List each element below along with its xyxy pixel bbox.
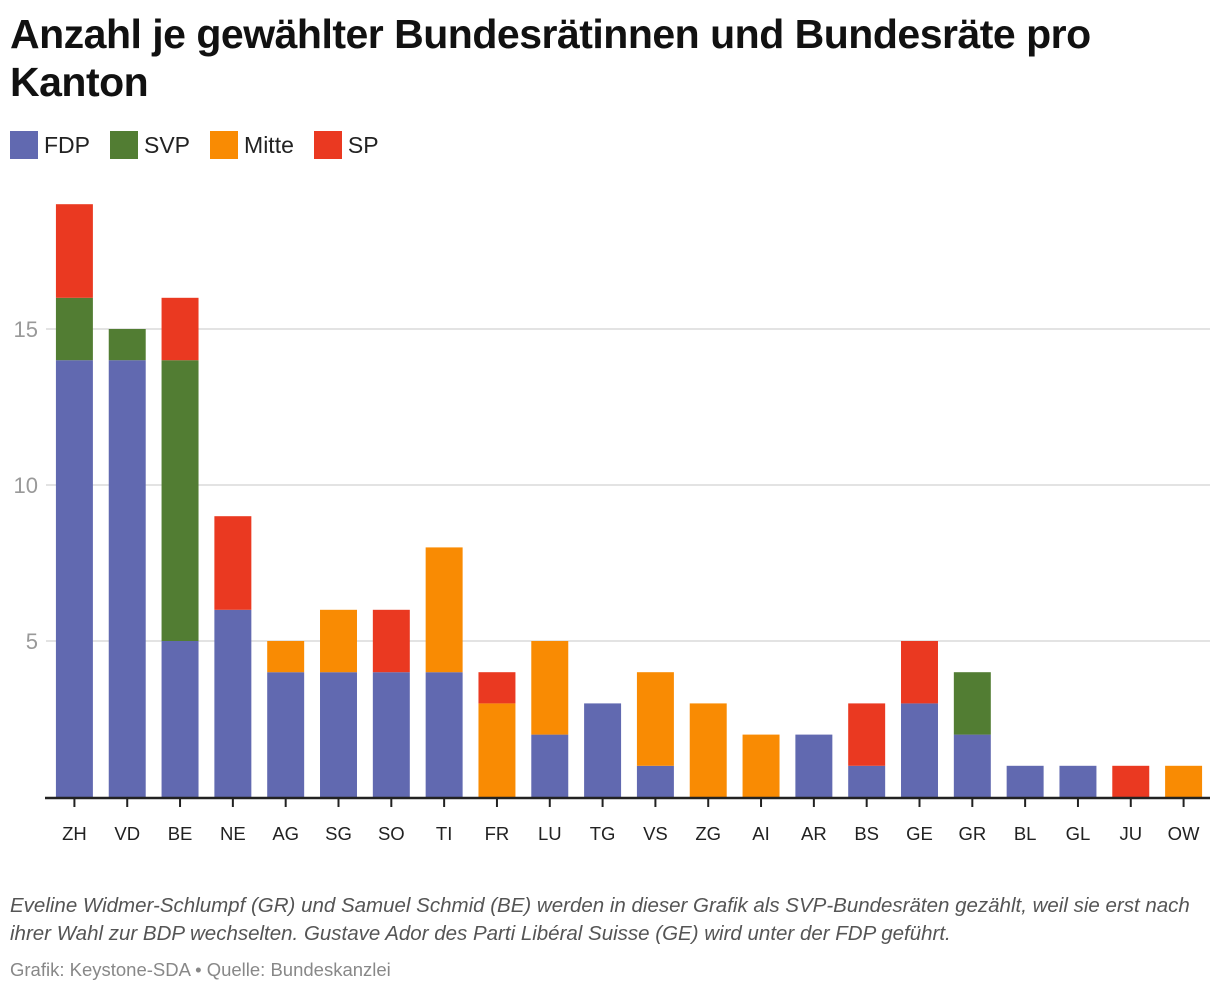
x-tick-label-ow: OW <box>1168 823 1200 844</box>
bar-be-svp <box>161 360 199 641</box>
bar-zh-svp <box>55 297 93 361</box>
bar-gr-fdp <box>953 734 991 797</box>
x-tick-label-lu: LU <box>538 823 562 844</box>
bar-vs-mitte <box>636 672 674 766</box>
x-tick-label-ar: AR <box>801 823 827 844</box>
x-tick-label-vs: VS <box>643 823 668 844</box>
x-tick-label-so: SO <box>378 823 405 844</box>
bar-be-fdp <box>161 641 199 797</box>
bar-zg-mitte <box>689 703 727 797</box>
bar-ag-fdp <box>267 672 305 797</box>
legend-swatch-fdp <box>10 131 38 159</box>
x-tick-label-ag: AG <box>272 823 299 844</box>
bar-tg-fdp <box>584 703 622 797</box>
bar-ti-mitte <box>425 547 463 673</box>
legend-item-fdp: FDP <box>10 131 90 159</box>
bar-vd-svp <box>108 329 146 361</box>
bar-ne-sp <box>214 516 252 610</box>
x-tick-label-ti: TI <box>436 823 452 844</box>
legend-label-fdp: FDP <box>44 131 90 158</box>
x-tick-label-ai: AI <box>752 823 769 844</box>
bar-ju-sp <box>1112 765 1150 797</box>
legend-swatch-svp <box>110 131 138 159</box>
legend-item-mitte: Mitte <box>210 131 294 159</box>
bar-ar-fdp <box>795 734 833 797</box>
legend-label-svp: SVP <box>144 131 191 158</box>
bar-fr-mitte <box>478 703 516 797</box>
stacked-bar-chart: 5 10 15 ZH VD BE NE AG SG SO TI FR LU TG VS ZG AI AR BS GE G… <box>14 204 1210 844</box>
bar-ow-mitte <box>1165 765 1203 797</box>
legend-item-sp: SP <box>313 131 379 159</box>
bar-zh-fdp <box>55 360 93 797</box>
legend-swatch-mitte <box>210 131 239 159</box>
bar-be-sp <box>161 297 199 361</box>
x-tick-label-ju: JU <box>1119 823 1142 844</box>
y-tick-label-10: 10 <box>14 473 38 498</box>
bar-lu-mitte <box>531 641 569 735</box>
x-tick-label-ne: NE <box>220 823 246 844</box>
bar-ai-mitte <box>742 734 780 797</box>
bar-ti-fdp <box>425 672 463 797</box>
bar-ge-sp <box>901 641 938 704</box>
bar-so-sp <box>372 609 410 673</box>
legend-label-sp: SP <box>347 131 379 158</box>
bar-bs-sp <box>848 703 886 766</box>
legend-swatch-sp <box>313 131 342 159</box>
legend: FDP SVP Mitte SP <box>10 131 399 159</box>
bar-fr-sp <box>478 672 516 704</box>
legend-item-svp: SVP <box>110 131 190 159</box>
legend-label-mitte: Mitte <box>244 131 294 158</box>
bar-gr-svp <box>953 672 991 735</box>
y-tick-label-15: 15 <box>14 317 38 342</box>
bar-sg-fdp <box>320 672 357 797</box>
x-tick-label-zg: ZG <box>695 823 721 844</box>
bar-gl-fdp <box>1059 765 1097 797</box>
x-tick-label-be: BE <box>168 823 193 844</box>
chart-title: Anzahl je gewählter Bundesrätinnen und B… <box>10 11 1091 105</box>
x-tick-label-gr: GR <box>958 823 986 844</box>
x-tick-label-bs: BS <box>854 823 879 844</box>
bar-vs-fdp <box>636 765 674 797</box>
bar-zh-sp <box>55 204 93 298</box>
bar-lu-fdp <box>531 734 569 797</box>
x-tick-label-tg: TG <box>590 823 616 844</box>
bar-vd-fdp <box>108 360 146 797</box>
bar-bl-fdp <box>1006 765 1044 797</box>
source-credit: Grafik: Keystone-SDA • Quelle: Bundeskan… <box>10 959 391 980</box>
bar-ag-mitte <box>267 641 305 673</box>
bar-ne-fdp <box>214 609 252 797</box>
bar-bs-fdp <box>848 765 886 797</box>
x-tick-label-ge: GE <box>906 823 933 844</box>
y-tick-label-5: 5 <box>26 629 38 654</box>
bar-sg-mitte <box>320 609 357 673</box>
x-tick-label-zh: ZH <box>62 823 87 844</box>
bar-so-fdp <box>372 672 410 797</box>
x-tick-label-fr: FR <box>485 823 510 844</box>
footnote: Eveline Widmer-Schlumpf (GR) und Samuel … <box>10 894 1190 945</box>
x-tick-label-gl: GL <box>1066 823 1091 844</box>
bar-ge-fdp <box>901 703 938 797</box>
x-tick-label-sg: SG <box>325 823 352 844</box>
x-tick-label-bl: BL <box>1014 823 1037 844</box>
x-tick-label-vd: VD <box>114 823 140 844</box>
